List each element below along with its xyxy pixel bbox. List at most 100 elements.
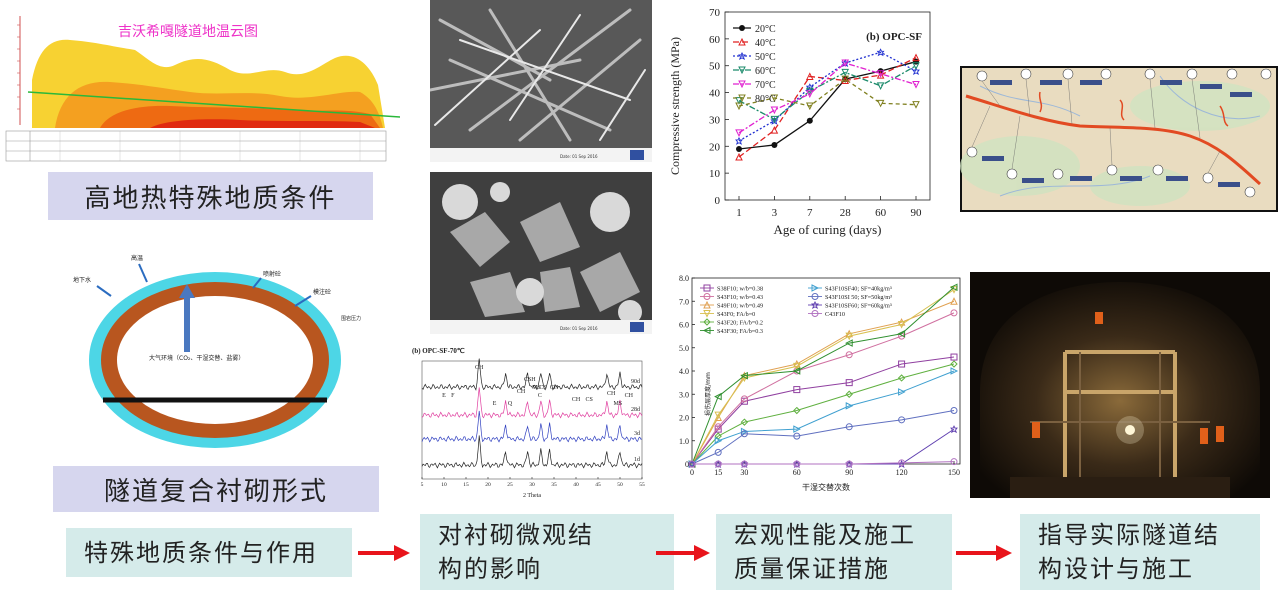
cs-y-tick-label: 60 [709,34,721,46]
dl-data-point [792,459,801,468]
dl-y-tick-label: 3.0 [679,390,689,399]
cs-x-tick-label: 3 [772,207,778,219]
xrd-peak-label: CH [475,365,484,371]
xrd-curve [421,387,643,419]
dl-legend-label: S43F20; FA/b=0.2 [717,320,763,327]
cs-data-point [770,115,779,124]
cs-series: 60°C [733,62,920,124]
cs-data-point [805,83,814,92]
cs-y-tick-label: 20 [709,141,721,153]
dl-data-point [714,448,722,456]
cs-data-point [841,75,850,84]
dl-plot-frame [691,277,961,465]
cs-plot-frame [724,11,931,201]
dl-data-point [950,353,958,361]
dl-x-tick-label: 0 [690,468,694,477]
dl-legend-label: S43F10SF60; SF=60kg/m³ [825,303,892,310]
flow-step-guide-design: 指导实际隧道结 构设计与施工 [1020,514,1260,590]
xrd-peak-label: F [451,393,455,399]
dl-y-tick-label: 4.0 [679,367,689,376]
dl-ylabel: 损伤层厚度/mm [704,372,712,416]
flow-step-1-text: 特殊地质条件与作用 [84,538,318,567]
dl-data-point [845,390,853,398]
xrd-x-tick-label: 40 [573,482,579,488]
dl-data-point [845,332,854,341]
cs-legend-marker [738,94,746,103]
dl-data-point [714,423,722,431]
xrd-peak-label: Q [508,401,513,407]
cs-xlabel: Age of curing (days) [774,222,882,237]
dl-data-point [845,460,853,468]
cs-legend-label: 70°C [755,80,776,91]
xrd-curve-label: 90d [631,379,640,385]
cs-data-point [806,117,813,124]
dl-data-point [898,459,906,467]
cs-data-point [770,106,779,115]
cs-data-point [770,126,779,134]
cs-data-point [805,102,814,111]
dl-legend-label: S43F0; FA/b=0 [717,311,755,318]
xrd-peak-label: CH [550,385,559,391]
xrd-peak-label: MS [613,401,622,407]
xrd-x-tick-label: 25 [507,482,513,488]
xrd-curve-label: 3d [634,431,640,437]
cs-data-point [805,72,814,80]
dl-data-point [845,423,853,431]
cs-legend-label: 40°C [755,38,776,49]
cs-data-point [912,67,920,76]
cs-x-tick-label: 28 [840,207,852,219]
dl-x-tick-label: 30 [740,468,748,477]
cs-data-point [912,101,920,109]
flow-step-microstructure: 对衬砌微观结 构的影响 [420,514,674,590]
dl-data-point [845,459,854,468]
cs-legend-label: 80°C [755,94,776,105]
cs-y-tick-label: 0 [715,195,721,207]
cs-x-tick-label: 7 [807,207,813,219]
lining-form-label: 隧道复合衬砌形式 [53,466,379,512]
dl-data-point [897,374,906,382]
dl-data-point [897,318,906,326]
dl-data-point [714,460,722,468]
dl-legend-label: S43F10SF40; SF=40kg/m³ [825,286,892,293]
xrd-x-tick-label: 20 [485,482,491,488]
dl-data-point [740,427,749,436]
cs-y-tick-label: 70 [709,7,721,19]
dl-legend-marker [703,293,711,300]
dl-series: S43F10SI 50; SF=50kg/m³ [688,293,958,468]
tunnel-temperature-contour-map: 吉沃希嘎隧道地温云图 [0,10,400,170]
dl-legend-marker [811,300,819,309]
cs-legend-label: 20°C [755,24,776,35]
cs-data-point [841,59,850,68]
xrd-peak-label: CH [625,393,634,399]
cs-data-point [912,81,920,89]
dl-data-point [714,459,723,468]
xrd-x-tick-label: 45 [595,482,601,488]
sem-caption-top: Date: 01 Sep 2016 [560,154,598,159]
dl-data-point [845,339,853,347]
cs-legend-marker [738,37,746,46]
cs-series-line [738,78,917,107]
dl-data-point [740,430,748,438]
dl-legend-marker [702,326,711,335]
cs-y-tick-label: 40 [709,88,721,100]
cs-legend-label: 60°C [755,66,776,77]
xrd-x-tick-label: 5 [421,482,424,488]
dl-data-point [845,379,853,387]
cs-data-point [805,90,814,99]
dl-series-line [691,410,955,465]
surrounding-pressure-label: 围岩压力 [341,315,361,322]
groundwater-label: 地下水 [73,276,91,284]
flow-step-4-line1: 指导实际隧道结 [1038,521,1220,549]
dl-x-tick-label: 15 [714,468,722,477]
flow-step-3-line1: 宏观性能及施工 [734,521,916,549]
dl-data-point [740,397,748,405]
dl-series-line [692,461,955,465]
flow-step-3-line2: 质量保证措施 [734,555,890,583]
cs-y-tick-label: 30 [709,114,721,126]
sem-caption-bottom: Date: 01 Sep 2016 [560,326,598,331]
cs-data-point [876,48,885,57]
dl-data-point [950,458,958,466]
dl-x-tick-label: 90 [845,468,853,477]
cs-series: 80°C [733,75,920,111]
dl-x-tick-label: 60 [793,468,801,477]
